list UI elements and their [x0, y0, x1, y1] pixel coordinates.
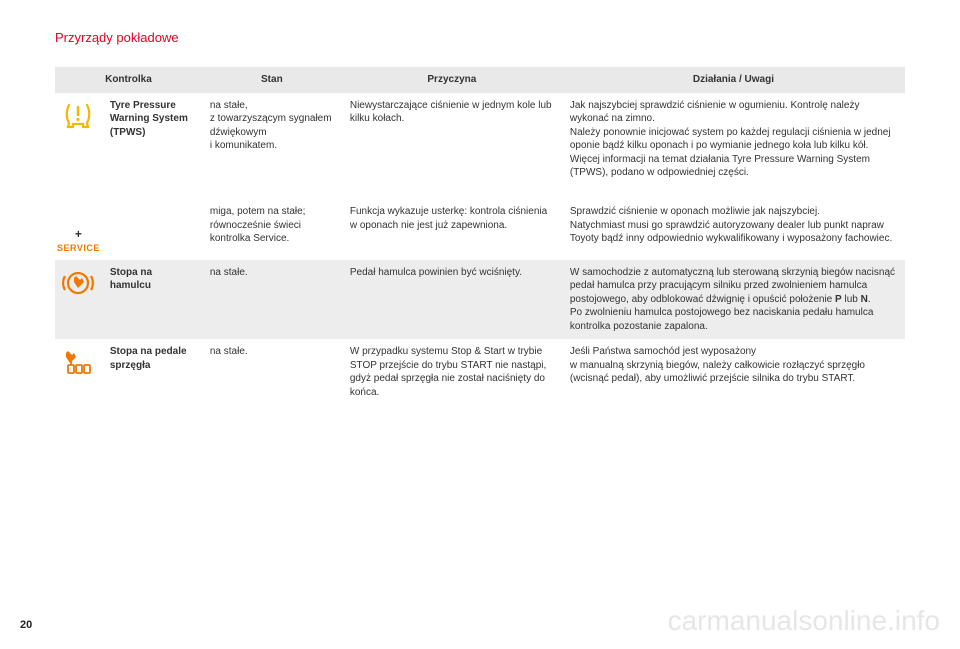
- page-number: 20: [20, 619, 32, 631]
- row-label: Stopa na hamulcu: [102, 260, 202, 340]
- row-label: Stopa na pedale sprzęgła: [102, 339, 202, 405]
- plus-icon: +: [57, 226, 100, 242]
- th-dzialania: Działania / Uwagi: [562, 67, 905, 93]
- table-row: Stopa na hamulcu na stałe. Pedał hamulca…: [55, 260, 905, 340]
- row-action: Jeśli Państwa samochód jest wyposażonyw …: [562, 339, 905, 405]
- row-state: na stałe,z towarzyszącym sygnałem dźwięk…: [202, 93, 342, 200]
- row-cause: Pedał hamulca powinien być wciśnięty.: [342, 260, 562, 340]
- row-action: W samochodzie z automatyczną lub sterowa…: [562, 260, 905, 340]
- table-row: Stopa na pedale sprzęgła na stałe. W prz…: [55, 339, 905, 405]
- foot-clutch-icon: [62, 347, 94, 377]
- table-row: + SERVICE Tyre Pressure Warning System (…: [55, 93, 905, 200]
- row-state: miga, potem na stałe; równocześnie świec…: [202, 199, 342, 259]
- row-state: na stałe.: [202, 339, 342, 405]
- row-label: Tyre Pressure Warning System (TPWS): [102, 93, 202, 260]
- tpws-icon: [63, 101, 93, 129]
- row-cause: Niewystarczające ciśnienie w jednym kole…: [342, 93, 562, 200]
- watermark: carmanualsonline.info: [668, 605, 940, 637]
- row-state: na stałe.: [202, 260, 342, 340]
- row-action: Jak najszybciej sprawdzić ciśnienie w og…: [562, 93, 905, 200]
- service-icon: SERVICE: [57, 242, 100, 254]
- th-kontrolka: Kontrolka: [55, 67, 202, 93]
- th-przyczyna: Przyczyna: [342, 67, 562, 93]
- row-action: Sprawdzić ciśnienie w oponach możliwie j…: [562, 199, 905, 259]
- th-stan: Stan: [202, 67, 342, 93]
- foot-brake-icon: [62, 268, 94, 298]
- row-cause: W przypadku systemu Stop & Start w trybi…: [342, 339, 562, 405]
- row-cause: Funkcja wykazuje usterkę: kontrola ciśni…: [342, 199, 562, 259]
- section-title: Przyrządy pokładowe: [55, 30, 905, 45]
- warning-lights-table: Kontrolka Stan Przyczyna Działania / Uwa…: [55, 67, 905, 405]
